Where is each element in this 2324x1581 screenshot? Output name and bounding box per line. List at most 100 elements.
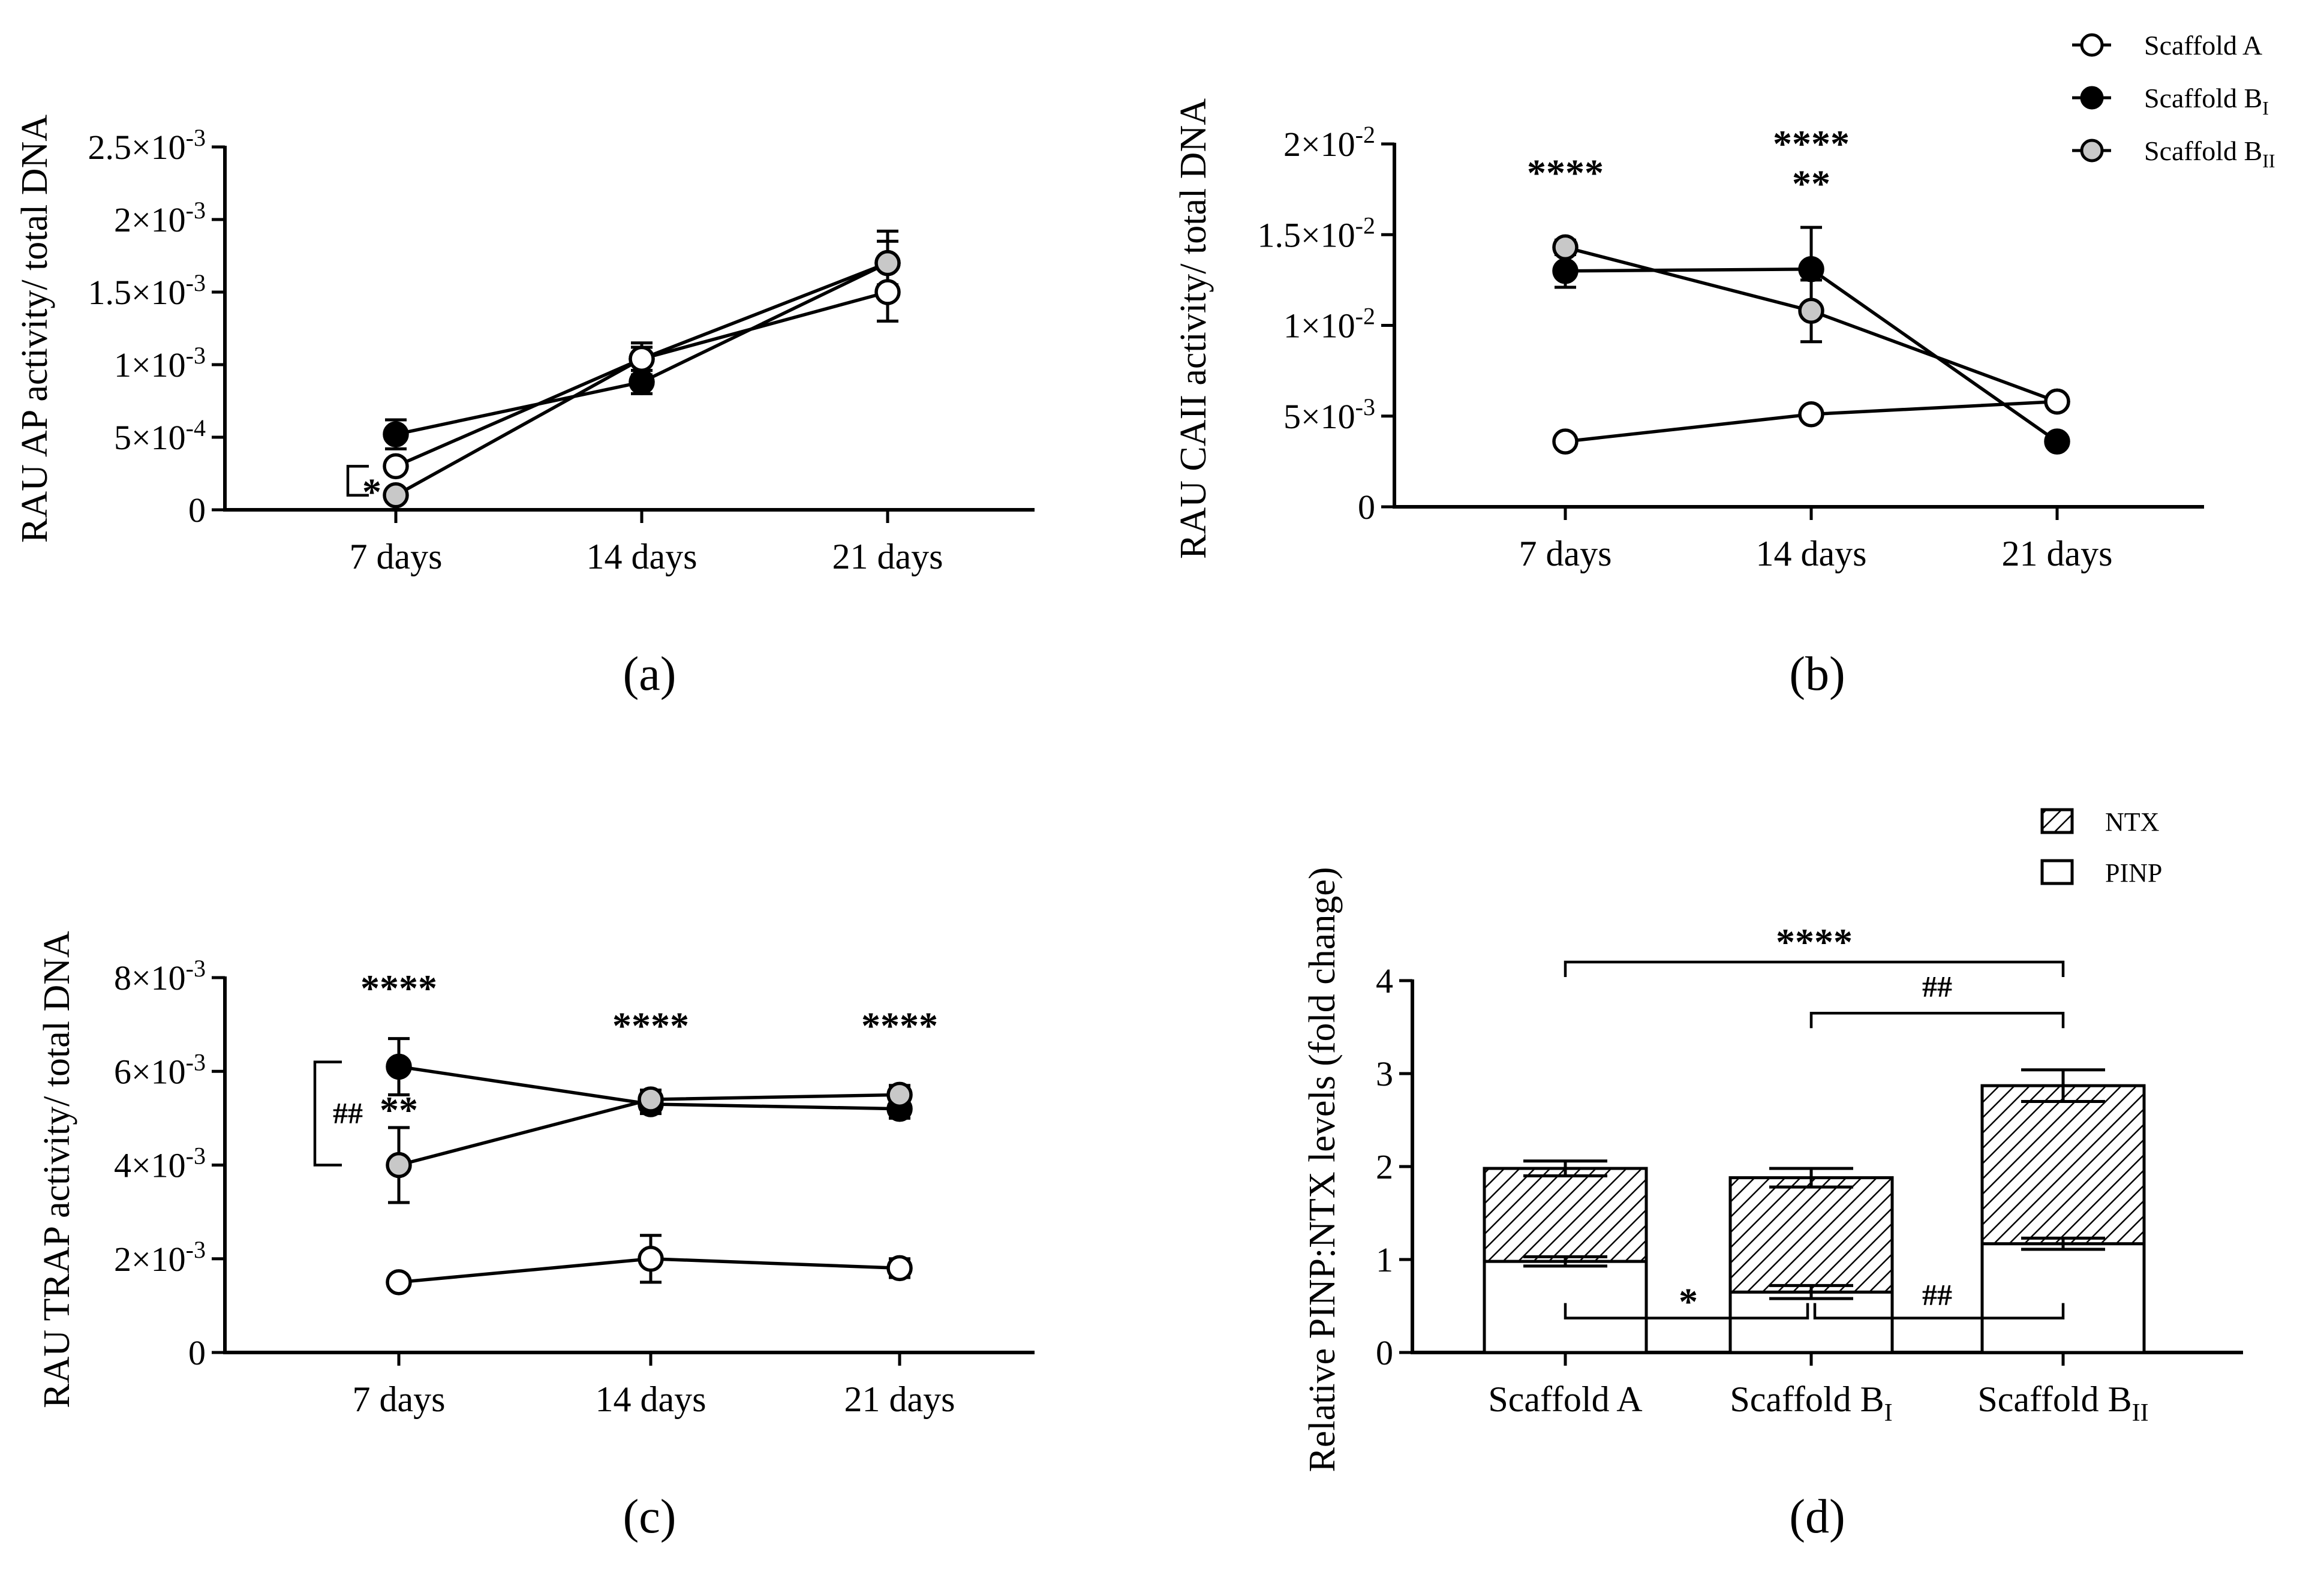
chart-b: 0 5×10-3 1×10-2 1.5×10-2 2×10-2 7 days 14 days…: [1173, 98, 2204, 701]
legend-marker: [2080, 33, 2104, 57]
data-point: [874, 250, 901, 276]
data-point: [1552, 428, 1579, 455]
significance-bracket: [1564, 960, 2065, 977]
data-point: [383, 421, 409, 447]
bar-ntx: [1980, 1084, 2146, 1246]
x-tick-label: 14 days: [596, 1379, 706, 1419]
x-tick-label: 21 days: [832, 537, 943, 576]
data-point: [1552, 234, 1579, 261]
data-point: [629, 369, 655, 395]
data-point: [886, 1081, 913, 1108]
data-point: [638, 1246, 664, 1272]
significance-label: ##: [1922, 969, 1952, 1003]
chart-d: 0 1 2 3 4 Scaffold A Scaffold BI Scaffold BII Re…: [1302, 867, 2243, 1543]
y-tick-label: 5×10-4: [114, 414, 206, 457]
legend-swatch: [2040, 859, 2074, 885]
data-point: [886, 1255, 913, 1282]
legend-swatch: [2040, 808, 2074, 834]
data-point: [1798, 256, 1824, 282]
data-point: [2044, 388, 2070, 415]
y-tick-label: 4: [1376, 961, 1393, 1000]
bar-pinp: [1728, 1290, 1894, 1354]
data-point: [638, 1086, 664, 1113]
legend-label: PINP: [2105, 858, 2162, 888]
y-tick-label: 1.5×10-3: [88, 269, 206, 312]
legend-marker: [2080, 139, 2104, 163]
significance-label: **: [1792, 163, 1830, 205]
data-point: [383, 453, 409, 480]
significance-label: ****: [861, 1005, 938, 1047]
data-point: [1798, 401, 1824, 428]
bar-ntx: [1728, 1176, 1894, 1294]
legend-marker: [2080, 86, 2104, 110]
x-tick-label: Scaffold BII: [1977, 1379, 2148, 1427]
significance-bracket: [1809, 1012, 2065, 1029]
y-tick-label: 2×10-2: [1283, 121, 1375, 164]
significance-label: *: [362, 471, 381, 513]
y-tick-label: 1: [1376, 1240, 1393, 1279]
significance-bracket: [346, 465, 369, 497]
y-tick-label: 2×10-3: [114, 197, 206, 239]
panel-label: (c): [623, 1490, 677, 1543]
chart-c: 0 2×10-3 4×10-3 6×10-3 8×10-3 7 days 14 days 21…: [37, 931, 1035, 1543]
legend-label: Scaffold BI: [2144, 83, 2269, 119]
significance-label: ##: [333, 1096, 363, 1130]
y-tick-label: 1×10-3: [114, 342, 206, 384]
y-tick-label: 1×10-2: [1283, 303, 1375, 345]
data-point: [386, 1269, 412, 1296]
y-tick-label: 5×10-3: [1283, 393, 1375, 436]
significance-bracket: [1564, 1303, 1809, 1319]
y-axis-label: RAU CAII activity/ total DNA: [1173, 98, 1214, 559]
data-point: [383, 482, 409, 509]
significance-label: ****: [612, 1005, 689, 1047]
data-point: [2044, 428, 2070, 455]
panel-label: (b): [1789, 648, 1845, 701]
significance-bracket: [313, 1060, 342, 1167]
x-tick-label: 14 days: [587, 537, 697, 576]
x-tick-label: 21 days: [2002, 534, 2113, 573]
panel-label: (d): [1789, 1490, 1845, 1543]
x-tick-label: 14 days: [1756, 534, 1867, 573]
significance-label: ##: [1922, 1278, 1952, 1312]
y-axis-label: RAU TRAP activity/ total DNA: [37, 931, 77, 1408]
data-point: [1552, 258, 1579, 284]
chart-a: 0 5×10-4 1×10-3 1.5×10-3 2×10-3 2.5×10-3 7 day…: [14, 115, 1035, 701]
y-tick-label: 0: [1376, 1333, 1393, 1372]
y-tick-label: 6×10-3: [114, 1048, 206, 1091]
legend-bars: NTX PINP: [2040, 807, 2162, 888]
y-tick-label: 1.5×10-2: [1257, 212, 1375, 254]
data-point: [386, 1053, 412, 1080]
y-tick-label: 2.5×10-3: [88, 124, 206, 167]
y-tick-label: 2×10-3: [114, 1236, 206, 1279]
legend-label: Scaffold A: [2144, 30, 2262, 61]
legend-label: Scaffold BII: [2144, 136, 2275, 172]
significance-label: *: [1679, 1281, 1698, 1323]
y-tick-label: 4×10-3: [114, 1143, 206, 1185]
bar-pinp: [1980, 1242, 2146, 1354]
x-tick-label: 7 days: [350, 537, 443, 576]
y-tick-label: 8×10-3: [114, 955, 206, 997]
data-point: [874, 279, 901, 305]
significance-label: ****: [360, 967, 437, 1009]
y-tick-label: 0: [1358, 488, 1375, 527]
y-axis-label: Relative PINP:NTX levels (fold change): [1302, 867, 1343, 1472]
significance-bracket: [1813, 1303, 2065, 1319]
y-tick-label: 2: [1376, 1147, 1393, 1186]
legend-scaffolds: Scaffold A Scaffold BI Scaffold BII: [2072, 30, 2275, 172]
y-tick-label: 0: [188, 1333, 206, 1372]
data-point: [386, 1152, 412, 1179]
x-tick-label: Scaffold BI: [1730, 1379, 1892, 1427]
x-tick-label: 7 days: [353, 1379, 446, 1419]
bar-ntx: [1483, 1167, 1648, 1263]
x-tick-label: Scaffold A: [1488, 1379, 1642, 1419]
y-axis-label: RAU AP activity/ total DNA: [14, 115, 55, 543]
y-tick-label: 3: [1376, 1054, 1393, 1093]
x-tick-label: 21 days: [844, 1379, 955, 1419]
y-tick-label: 0: [188, 491, 206, 530]
significance-label: ****: [1773, 122, 1850, 165]
data-point: [629, 345, 655, 372]
x-tick-label: 7 days: [1519, 534, 1612, 573]
significance-label: ****: [1527, 152, 1604, 194]
significance-label: ****: [1776, 921, 1853, 963]
